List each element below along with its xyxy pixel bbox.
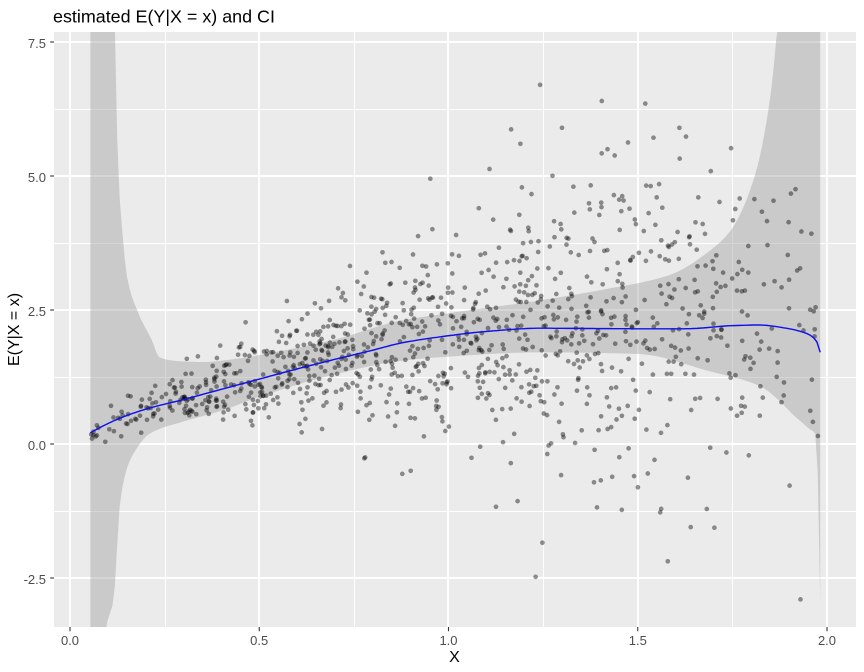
svg-text:estimated E(Y|X = x) and CI: estimated E(Y|X = x) and CI: [53, 6, 275, 26]
svg-text:1.0: 1.0: [439, 633, 457, 648]
svg-text:2.5: 2.5: [28, 304, 46, 319]
svg-text:2.0: 2.0: [818, 633, 836, 648]
svg-text:5.0: 5.0: [28, 170, 46, 185]
svg-text:0.5: 0.5: [250, 633, 268, 648]
svg-text:0.0: 0.0: [61, 633, 79, 648]
svg-text:-2.5: -2.5: [24, 572, 46, 587]
svg-text:X: X: [449, 649, 460, 666]
svg-text:1.5: 1.5: [629, 633, 647, 648]
svg-text:0.0: 0.0: [28, 438, 46, 453]
svg-text:7.5: 7.5: [28, 36, 46, 51]
svg-text:E(Y|X = x): E(Y|X = x): [6, 293, 23, 366]
